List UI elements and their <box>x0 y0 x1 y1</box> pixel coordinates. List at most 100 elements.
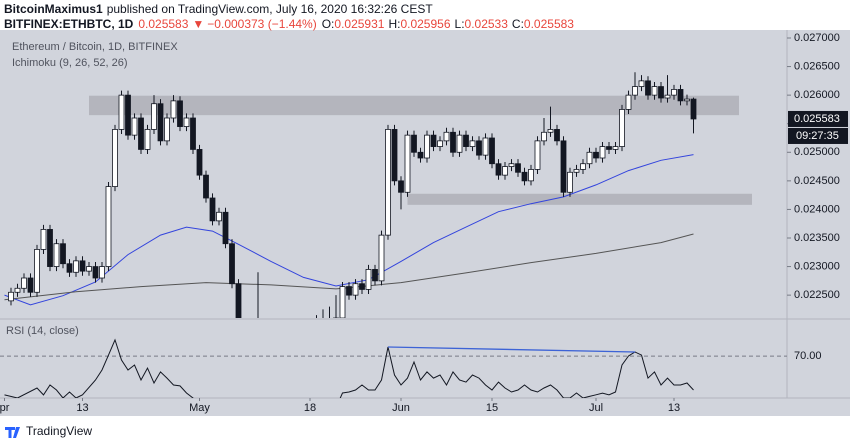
ohlc-value: 0.02533 <box>465 17 509 31</box>
candle-body <box>151 103 157 130</box>
candle-body <box>21 277 27 289</box>
candle-body <box>183 117 190 127</box>
y-tick-label: 0.027000 <box>794 32 840 44</box>
candle-body <box>170 100 177 119</box>
candle-body <box>209 197 216 222</box>
change: −0.000373 (−1.44%) <box>207 17 316 31</box>
candle-body <box>398 180 404 193</box>
chart-background <box>0 30 850 416</box>
candle-body <box>112 129 118 187</box>
candle-body <box>554 129 560 142</box>
candle-body <box>456 134 463 153</box>
countdown: 09:27:35 <box>796 130 839 142</box>
candle-body <box>66 263 73 273</box>
x-tick-label: May <box>189 402 210 414</box>
candle-body <box>8 291 14 302</box>
y-tick-label: 0.026500 <box>794 60 840 72</box>
candle-body <box>495 163 502 176</box>
y-tick-label: 0.026000 <box>794 89 840 101</box>
candle-body <box>469 140 476 147</box>
candle-body <box>339 286 346 318</box>
candle-body <box>547 129 554 133</box>
chart-title: Ethereum / Bitcoin, 1D, BITFINEX <box>12 41 178 53</box>
candle-body <box>229 243 235 285</box>
logo <box>5 427 20 438</box>
candle-body <box>632 86 638 96</box>
candle-body <box>625 94 632 110</box>
candle-body <box>14 287 21 293</box>
candle-body <box>73 260 79 273</box>
candle-body <box>534 140 541 170</box>
ohlc-value: 0.025583 <box>524 17 574 31</box>
moving-average-line <box>4 154 694 306</box>
candle-body <box>599 146 606 159</box>
candle-body <box>645 80 651 96</box>
zone <box>407 193 752 205</box>
logo-mark <box>5 427 20 438</box>
candle-body <box>60 243 66 265</box>
candle-body <box>606 146 612 150</box>
candle-body <box>567 171 573 193</box>
published: published on TradingView.com, July 16, 2… <box>107 2 434 16</box>
candle-body <box>573 169 580 173</box>
symbol: BITFINEX:ETHBTC, 1D <box>4 17 134 31</box>
y-tick-label: 0.023000 <box>794 260 840 272</box>
ohlc-value: 0.025931 <box>334 17 384 31</box>
rsi-trendline <box>387 346 636 353</box>
candle-body <box>391 129 398 182</box>
x-tick-label: 13 <box>668 402 680 414</box>
header-line-1: BitcoinMaximus1 published on TradingView.… <box>4 2 433 16</box>
x-tick-label: 13 <box>76 402 88 414</box>
candle-body <box>216 211 222 222</box>
last-price: 0.025583 <box>138 17 188 31</box>
price-pane <box>4 72 697 318</box>
ohlc-value: 0.025956 <box>400 17 450 31</box>
candle-body <box>372 269 378 282</box>
candle-body <box>580 163 586 170</box>
candle-body <box>684 98 690 102</box>
candle-body <box>521 171 528 182</box>
y-tick-label: 0.024000 <box>794 203 840 215</box>
y-tick-label: 0.024500 <box>794 175 840 187</box>
candle-body <box>404 134 411 193</box>
countdown-box <box>788 127 848 144</box>
y-tick-label: 0.023500 <box>794 232 840 244</box>
candle-body <box>47 229 53 267</box>
candle-body <box>196 149 203 176</box>
candle-body <box>502 166 508 176</box>
rsi-line <box>4 338 694 398</box>
brand: TradingView <box>26 424 92 438</box>
candle-body <box>53 243 60 267</box>
candle-body <box>131 117 138 136</box>
candle-body <box>476 140 482 156</box>
candle-body <box>677 89 684 102</box>
candle-body <box>177 100 183 127</box>
candle-body <box>417 151 424 159</box>
candle-body <box>99 266 105 279</box>
candle-body <box>593 151 599 159</box>
y-tick-label: 0.022500 <box>794 289 840 301</box>
header-line-2: BITFINEX:ETHBTC, 1D 0.025583 ▼ −0.000373 (−… <box>4 17 574 31</box>
x-tick-label: pr <box>0 402 10 414</box>
candle-body <box>619 109 625 147</box>
rsi-title: RSI (14, close) <box>6 325 79 337</box>
last-price-box <box>788 110 848 127</box>
candle-body <box>365 269 372 290</box>
candle-body <box>690 98 697 120</box>
x-tick-label: 15 <box>486 402 498 414</box>
author: BitcoinMaximus1 <box>4 2 103 16</box>
ohlc-key: L: <box>455 17 465 31</box>
candle-body <box>164 117 170 142</box>
candle-body <box>658 86 664 99</box>
candle-body <box>560 140 567 193</box>
candle-body <box>541 131 547 142</box>
rsi-tick-label: 70.00 <box>794 350 822 362</box>
candle-body <box>515 163 521 173</box>
candle-body <box>359 283 365 290</box>
indicator-label: Ichimoku (9, 26, 52, 26) <box>12 57 128 69</box>
candle-body <box>638 80 645 87</box>
x-tick-label: Jun <box>392 402 410 414</box>
candle-body <box>79 260 86 272</box>
